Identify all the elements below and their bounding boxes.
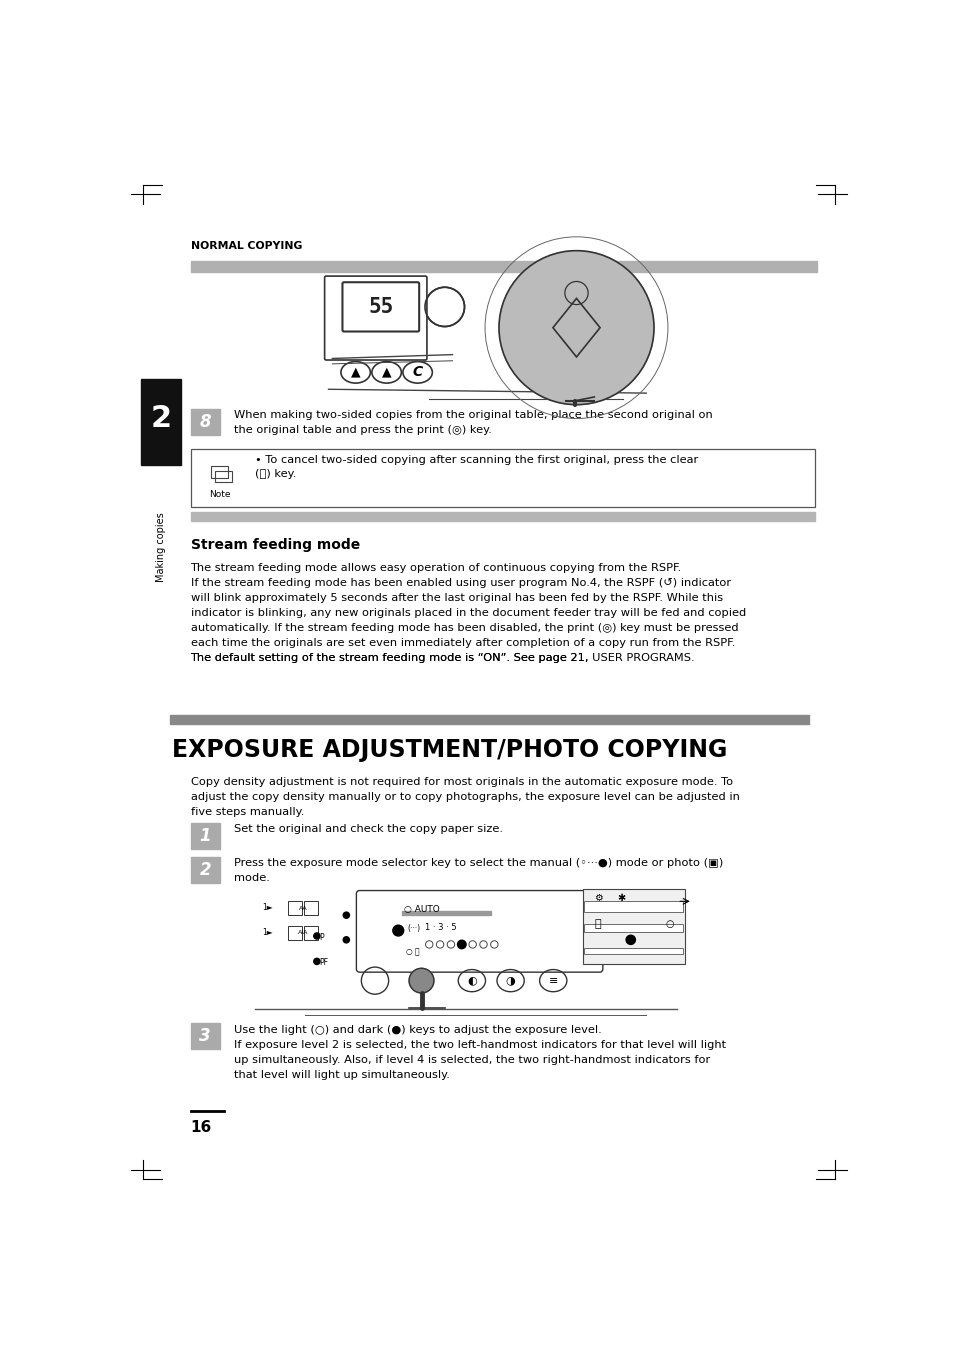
Circle shape	[409, 969, 434, 993]
Text: (Ⓒ) key.: (Ⓒ) key.	[254, 469, 296, 480]
Text: P: P	[319, 934, 323, 942]
Text: The default setting of the stream feeding mode is “ON”. See page 21,: The default setting of the stream feedin…	[191, 653, 592, 662]
Circle shape	[314, 934, 319, 939]
Text: If the stream feeding mode has been enabled using user program No.4, the RSPF (↺: If the stream feeding mode has been enab…	[191, 577, 730, 588]
Bar	[583, 901, 682, 912]
Text: will blink approximately 5 seconds after the last original has been fed by the R: will blink approximately 5 seconds after…	[191, 593, 722, 603]
Text: Use the light (○) and dark (●) keys to adjust the exposure level.: Use the light (○) and dark (●) keys to a…	[233, 1024, 601, 1035]
Text: 8: 8	[199, 413, 211, 431]
Text: ≡: ≡	[548, 975, 558, 986]
FancyBboxPatch shape	[324, 276, 427, 359]
Text: C: C	[412, 365, 422, 380]
Bar	[288, 925, 302, 940]
Text: 2: 2	[199, 861, 211, 878]
Text: AA: AA	[298, 905, 307, 911]
Text: EXPOSURE ADJUSTMENT/PHOTO COPYING: EXPOSURE ADJUSTMENT/PHOTO COPYING	[172, 738, 726, 762]
Bar	[191, 408, 220, 435]
Text: Press the exposure mode selector key to select the manual (◦···●) mode or photo : Press the exposure mode selector key to …	[233, 858, 722, 869]
Text: mode.: mode.	[233, 873, 270, 884]
Text: 2: 2	[151, 404, 172, 434]
Bar	[583, 947, 682, 954]
Text: AIA: AIA	[297, 931, 308, 935]
FancyBboxPatch shape	[341, 281, 419, 332]
Text: ⚙: ⚙	[593, 893, 602, 904]
Bar	[211, 466, 228, 478]
Text: 🚶: 🚶	[595, 920, 601, 929]
Text: 1: 1	[199, 827, 211, 844]
Bar	[191, 449, 815, 507]
Text: PF: PF	[319, 958, 328, 967]
Text: ○ 🔒: ○ 🔒	[406, 947, 419, 957]
Text: NORMAL COPYING: NORMAL COPYING	[191, 240, 301, 251]
Text: The default setting of the stream feeding mode is “ON”. See page 21,: The default setting of the stream feedin…	[191, 653, 592, 662]
Text: ○: ○	[664, 920, 673, 929]
Text: ◐: ◐	[467, 975, 476, 986]
Text: Copy density adjustment is not required for most originals in the automatic expo: Copy density adjustment is not required …	[191, 777, 732, 786]
Text: 55: 55	[368, 297, 393, 317]
Text: ✱: ✱	[617, 893, 625, 904]
Text: The stream feeding mode allows easy operation of continuous copying from the RSP: The stream feeding mode allows easy oper…	[191, 562, 681, 573]
Bar	[365, 340, 380, 351]
Text: 55: 55	[368, 297, 393, 317]
Text: each time the originals are set even immediately after completion of a copy run : each time the originals are set even imm…	[191, 638, 734, 647]
Text: If exposure level 2 is selected, the two left-handmost indicators for that level: If exposure level 2 is selected, the two…	[233, 1039, 725, 1050]
FancyBboxPatch shape	[356, 890, 602, 973]
Text: 1►: 1►	[262, 902, 273, 912]
Text: five steps manually.: five steps manually.	[191, 807, 304, 816]
Circle shape	[343, 936, 349, 943]
Text: 1 · 3 · 5: 1 · 3 · 5	[425, 923, 456, 932]
Text: 1►: 1►	[262, 928, 273, 936]
Bar	[214, 471, 232, 482]
Bar	[303, 925, 317, 940]
Circle shape	[343, 912, 349, 919]
Circle shape	[625, 935, 635, 944]
Circle shape	[457, 940, 466, 948]
Text: automatically. If the stream feeding mode has been disabled, the print (◎) key m: automatically. If the stream feeding mod…	[191, 623, 738, 632]
Text: Set the original and check the copy paper size.: Set the original and check the copy pape…	[233, 824, 502, 835]
Text: ▲: ▲	[381, 365, 391, 378]
Text: indicator is blinking, any new originals placed in the document feeder tray will: indicator is blinking, any new originals…	[191, 608, 745, 617]
Text: ◑: ◑	[505, 975, 515, 986]
Bar	[191, 823, 220, 848]
Text: up simultaneously. Also, if level 4 is selected, the two right-handmost indicato: up simultaneously. Also, if level 4 is s…	[233, 1055, 709, 1065]
Bar	[582, 889, 684, 965]
Text: 3: 3	[199, 1027, 211, 1046]
Bar	[141, 380, 181, 466]
Text: • To cancel two-sided copying after scanning the first original, press the clear: • To cancel two-sided copying after scan…	[254, 455, 698, 465]
Bar	[360, 336, 376, 347]
Text: The default setting of the stream feeding mode is “ON”. See page 21, USER PROGRA: The default setting of the stream feedin…	[191, 653, 695, 662]
Bar	[171, 715, 808, 724]
Text: adjust the copy density manually or to copy photographs, the exposure level can : adjust the copy density manually or to c…	[191, 792, 739, 801]
Bar	[303, 901, 317, 915]
Text: Stream feeding mode: Stream feeding mode	[191, 538, 359, 551]
Text: 16: 16	[191, 1120, 212, 1135]
Bar	[288, 901, 302, 915]
Bar	[402, 911, 491, 915]
Bar	[191, 1023, 220, 1050]
Bar	[583, 924, 682, 932]
Text: When making two-sided copies from the original table, place the second original : When making two-sided copies from the or…	[233, 411, 712, 420]
Text: ○ AUTO: ○ AUTO	[404, 905, 439, 915]
Text: Making copies: Making copies	[156, 512, 166, 582]
Bar	[191, 512, 815, 521]
Text: ▲: ▲	[351, 365, 360, 378]
Circle shape	[498, 251, 654, 405]
Text: Note: Note	[209, 490, 231, 500]
Bar	[191, 857, 220, 882]
Circle shape	[314, 958, 319, 965]
FancyBboxPatch shape	[342, 282, 418, 331]
Circle shape	[393, 925, 403, 936]
Text: the original table and press the print (◎) key.: the original table and press the print (…	[233, 426, 492, 435]
Text: (···): (···)	[407, 924, 420, 932]
Bar	[191, 261, 816, 273]
Text: that level will light up simultaneously.: that level will light up simultaneously.	[233, 1070, 450, 1079]
